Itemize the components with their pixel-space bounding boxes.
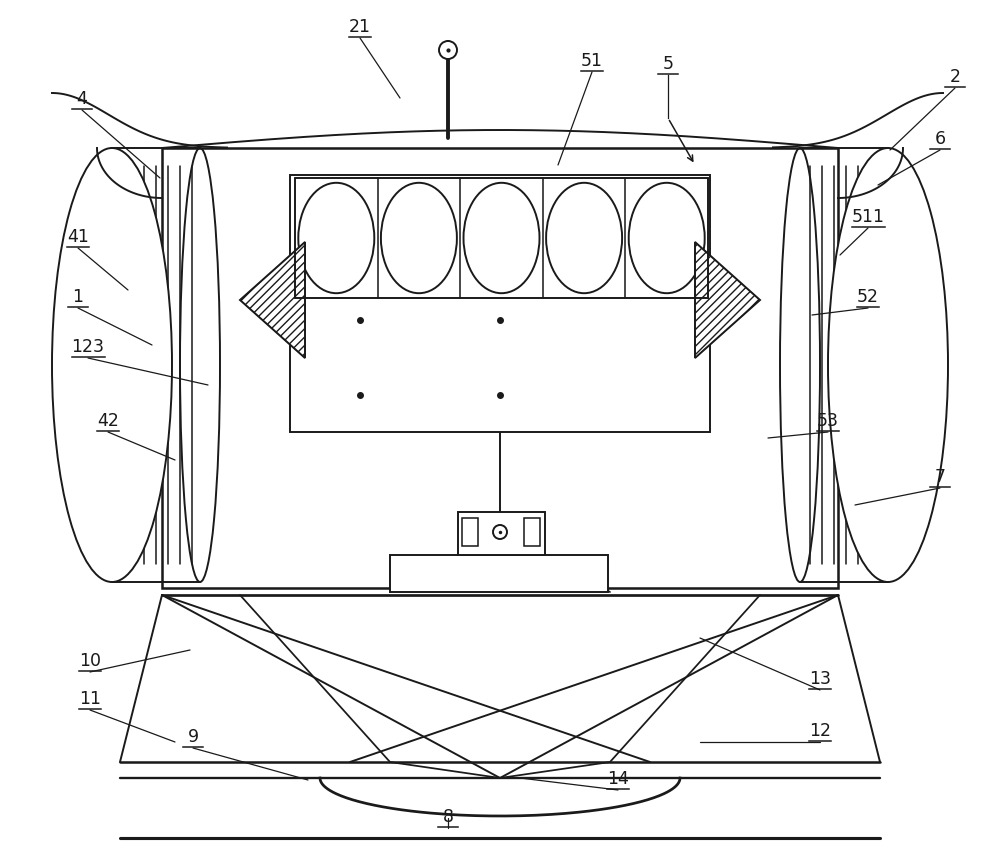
Bar (524, 518, 540, 546)
Bar (162, 148, 838, 588)
Circle shape (493, 525, 507, 539)
Text: 5: 5 (662, 55, 674, 73)
Text: 13: 13 (809, 670, 831, 688)
Bar (390, 555, 608, 592)
Text: 8: 8 (442, 808, 454, 826)
Polygon shape (240, 242, 305, 358)
Text: 2: 2 (950, 68, 960, 86)
Text: 10: 10 (79, 652, 101, 670)
Text: 4: 4 (77, 90, 87, 108)
Text: 42: 42 (97, 412, 119, 430)
Bar (278, 275, 291, 320)
Text: 6: 6 (934, 130, 946, 148)
Text: 7: 7 (934, 468, 946, 486)
Bar (290, 175, 710, 432)
Ellipse shape (828, 148, 948, 582)
Bar (458, 512, 545, 555)
Polygon shape (695, 242, 760, 358)
Text: 9: 9 (187, 728, 199, 746)
Ellipse shape (52, 148, 172, 582)
Text: 21: 21 (349, 18, 371, 36)
Bar (709, 275, 722, 320)
Text: 11: 11 (79, 690, 101, 708)
Text: 41: 41 (67, 228, 89, 246)
Text: 1: 1 (72, 288, 84, 306)
FancyBboxPatch shape (112, 148, 200, 582)
Bar (462, 518, 478, 546)
Text: 52: 52 (857, 288, 879, 306)
Text: 14: 14 (607, 770, 629, 788)
Text: 123: 123 (72, 338, 104, 356)
Text: 12: 12 (809, 722, 831, 740)
Text: 51: 51 (581, 52, 603, 70)
Text: 53: 53 (817, 412, 839, 430)
Text: 511: 511 (852, 208, 885, 226)
Circle shape (439, 41, 457, 59)
